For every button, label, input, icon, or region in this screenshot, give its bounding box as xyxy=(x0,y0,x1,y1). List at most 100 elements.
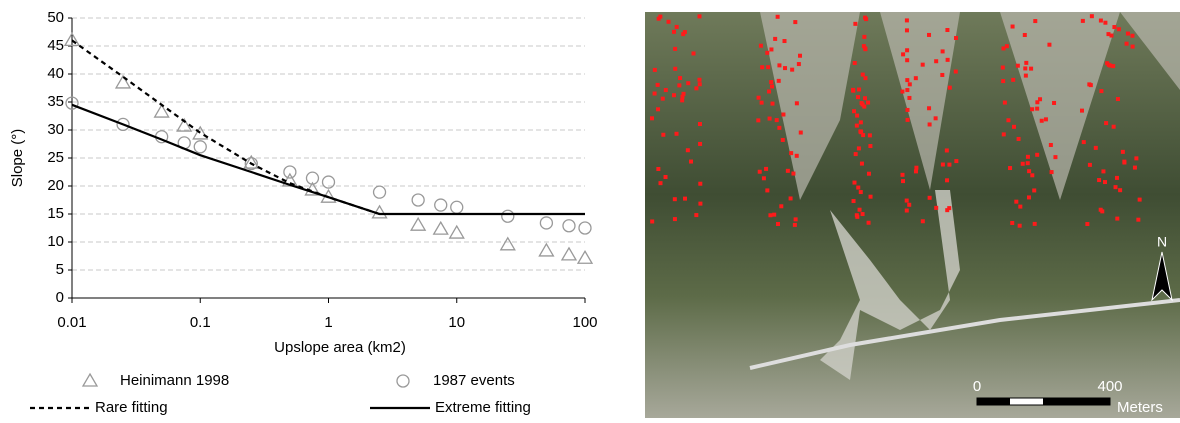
deposit-dot xyxy=(783,66,787,70)
deposit-dot xyxy=(1134,156,1138,160)
legend-label: 1987 events xyxy=(433,372,515,389)
deposit-dot xyxy=(1027,195,1031,199)
deposit-dot xyxy=(1112,125,1116,129)
deposit-dot xyxy=(1089,83,1093,87)
deposit-dot xyxy=(1125,42,1129,46)
deposit-dot xyxy=(656,167,660,171)
deposit-dot xyxy=(777,63,781,67)
deposit-dot xyxy=(947,163,951,167)
deposit-dot xyxy=(945,148,949,152)
deposit-dot xyxy=(908,82,912,86)
triangle-point xyxy=(83,374,97,386)
deposit-dot xyxy=(862,105,866,109)
deposit-dot xyxy=(759,44,763,48)
deposit-dot xyxy=(1024,61,1028,65)
deposit-dot xyxy=(656,83,660,87)
deposit-dot xyxy=(1023,66,1027,70)
deposit-dot xyxy=(1044,117,1048,121)
y-tick-label: 30 xyxy=(47,121,64,138)
deposit-dot xyxy=(859,129,863,133)
deposit-dot xyxy=(1032,188,1036,192)
deposit-dot xyxy=(1001,79,1005,83)
deposit-dot xyxy=(905,108,909,112)
deposit-dot xyxy=(928,196,932,200)
deposit-dot xyxy=(1023,33,1027,37)
deposit-dot xyxy=(1001,66,1005,70)
deposit-dot xyxy=(1103,21,1107,25)
deposit-dot xyxy=(756,118,760,122)
deposit-dot xyxy=(1014,200,1018,204)
deposit-dot xyxy=(768,213,772,217)
deposit-dot xyxy=(766,65,770,69)
deposit-dot xyxy=(1111,64,1115,68)
triangle-point xyxy=(411,218,425,230)
deposit-dot xyxy=(1030,173,1034,177)
chart: Upslope area (km2) Slope (°) 05101520253… xyxy=(9,9,598,416)
deposit-dot xyxy=(1099,208,1103,212)
deposit-dot xyxy=(650,219,654,223)
deposit-dot xyxy=(954,36,958,40)
deposit-dot xyxy=(1030,107,1034,111)
x-axis-title: Upslope area (km2) xyxy=(274,339,406,356)
deposit-dot xyxy=(945,208,949,212)
deposit-dot xyxy=(1012,125,1016,129)
deposit-dot xyxy=(653,91,657,95)
deposit-dot xyxy=(758,170,762,174)
deposit-dot xyxy=(954,159,958,163)
deposit-dot xyxy=(673,197,677,201)
deposit-dot xyxy=(901,173,905,177)
deposit-dot xyxy=(681,32,685,36)
deposit-dot xyxy=(786,169,790,173)
deposit-dot xyxy=(698,82,702,86)
deposit-dot xyxy=(905,199,909,203)
deposit-dot xyxy=(1097,178,1101,182)
x-tick-label: 0.1 xyxy=(190,314,211,331)
deposit-dot xyxy=(914,166,918,170)
deposit-dot xyxy=(1026,155,1030,159)
deposit-dot xyxy=(1053,155,1057,159)
deposit-dot xyxy=(1090,14,1094,18)
y-tick-label: 15 xyxy=(47,205,64,222)
deposit-dot xyxy=(686,148,690,152)
deposit-dot xyxy=(855,213,859,217)
deposit-dot xyxy=(798,54,802,58)
deposit-dot xyxy=(769,47,773,51)
y-tick-label: 25 xyxy=(47,149,64,166)
deposit-dot xyxy=(934,59,938,63)
triangle-point xyxy=(501,238,515,250)
y-tick-label: 5 xyxy=(56,261,64,278)
deposit-dot xyxy=(1035,107,1039,111)
deposit-dot xyxy=(698,122,702,126)
deposit-dot xyxy=(1026,161,1030,165)
scale-start: 0 xyxy=(973,378,981,395)
deposit-dot xyxy=(777,126,781,130)
figure: Upslope area (km2) Slope (°) 05101520253… xyxy=(0,0,1180,418)
deposit-dot xyxy=(863,76,867,80)
deposit-dot xyxy=(1099,89,1103,93)
deposit-dot xyxy=(858,208,862,212)
deposit-dot xyxy=(1114,185,1118,189)
deposit-dot xyxy=(777,79,781,83)
triangle-point xyxy=(450,226,464,238)
scale-seg xyxy=(1043,398,1110,405)
deposit-dot xyxy=(767,89,771,93)
deposit-dot xyxy=(773,37,777,41)
deposit-dot xyxy=(945,28,949,32)
deposit-dot xyxy=(927,33,931,37)
deposit-dot xyxy=(868,133,872,137)
deposit-dot xyxy=(790,68,794,72)
deposit-dot xyxy=(860,162,864,166)
deposit-dot xyxy=(1047,43,1051,47)
map: N 0 400 Meters xyxy=(645,12,1180,418)
deposit-dot xyxy=(861,133,865,137)
circle-point xyxy=(397,375,409,387)
deposit-dot xyxy=(1008,166,1012,170)
deposit-dot xyxy=(694,86,698,90)
deposit-dot xyxy=(1121,150,1125,154)
deposit-dot xyxy=(905,58,909,62)
triangle-point xyxy=(539,244,553,256)
deposit-dot xyxy=(664,175,668,179)
deposit-dot xyxy=(795,154,799,158)
deposit-dot xyxy=(770,84,774,88)
deposit-dot xyxy=(1138,198,1142,202)
